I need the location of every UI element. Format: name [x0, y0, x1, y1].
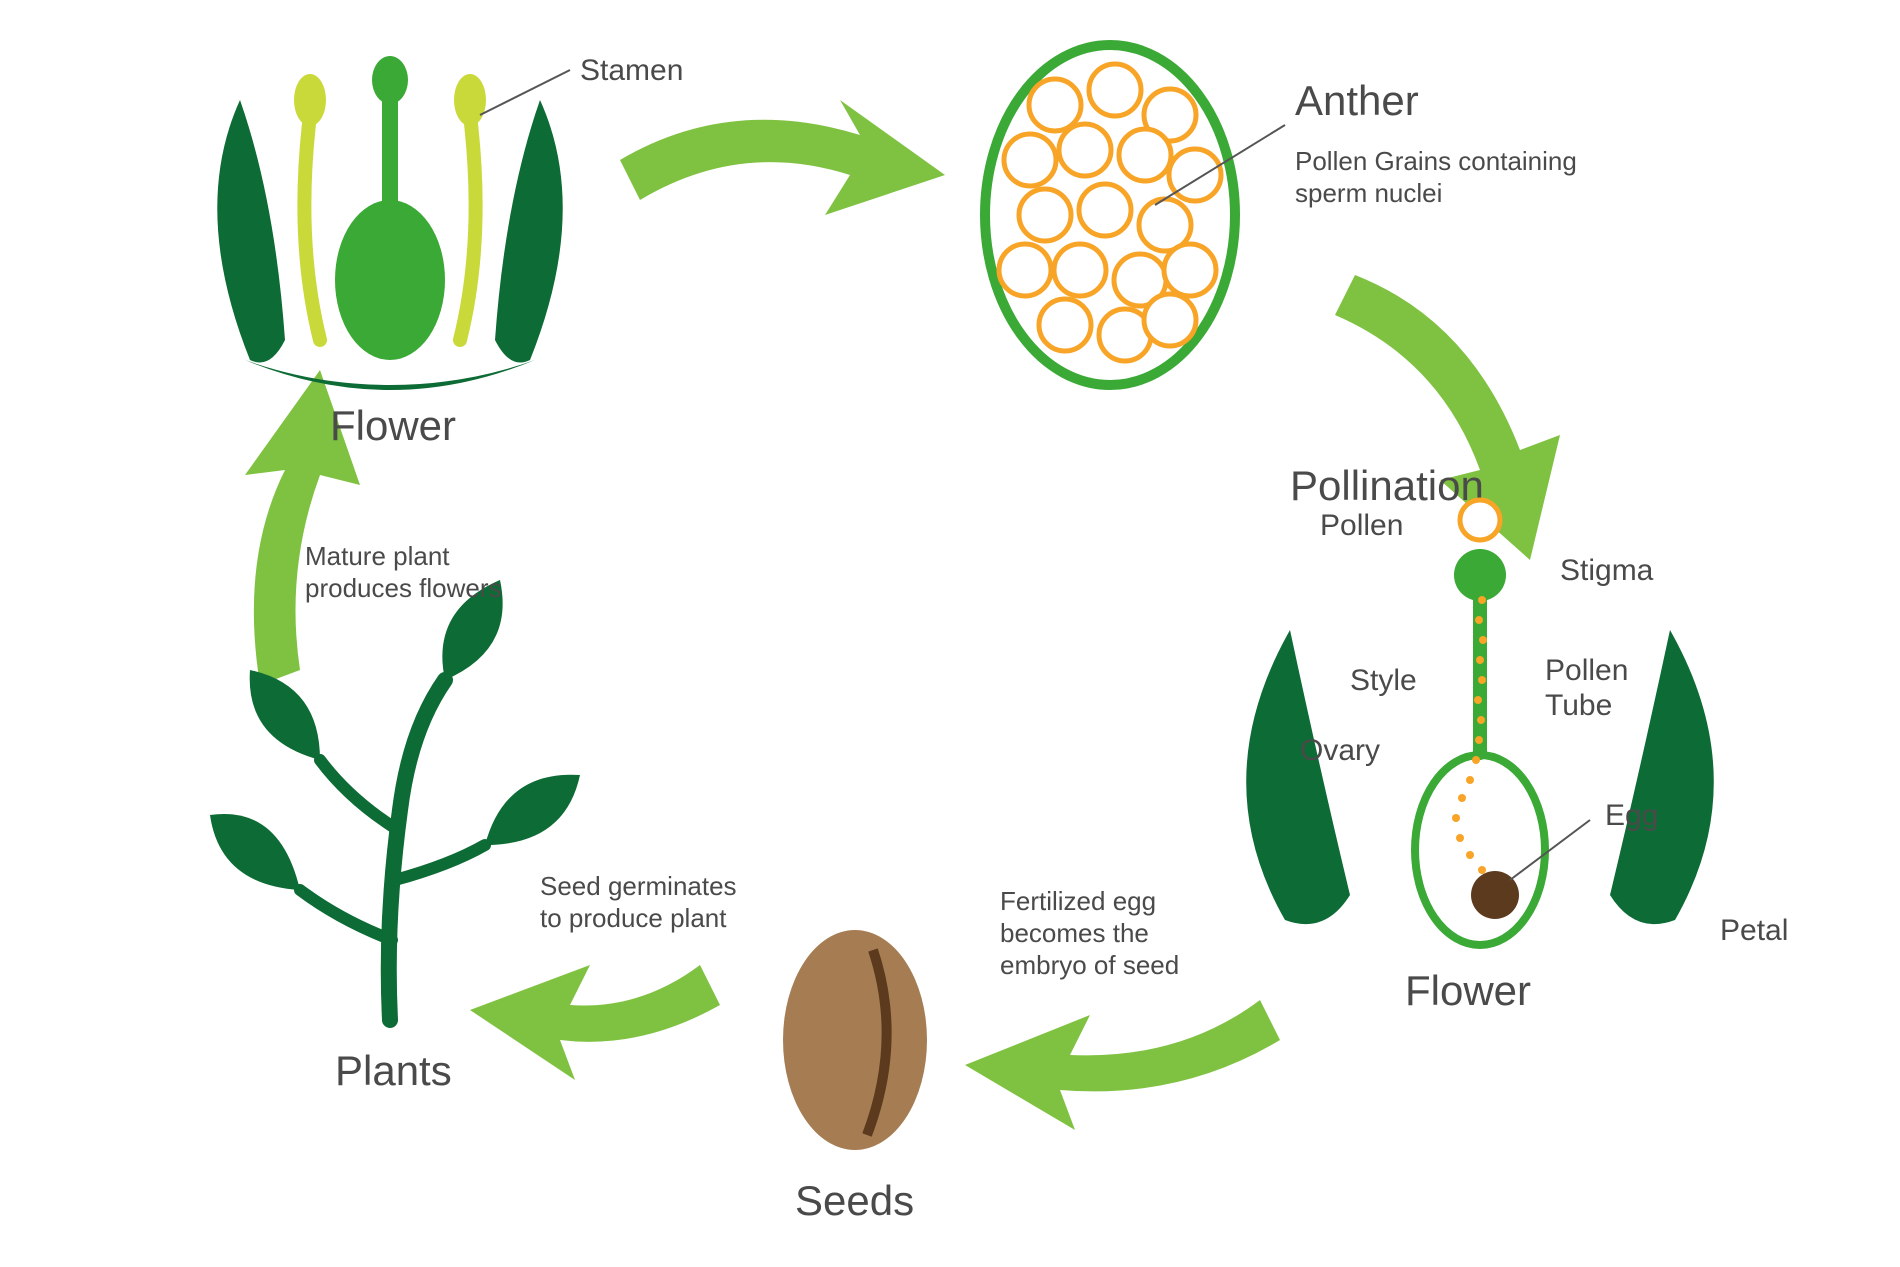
arrow-flower2-to-seeds — [965, 1000, 1280, 1130]
mature-desc-1: Mature plant — [305, 541, 450, 571]
stage-seeds — [783, 930, 927, 1150]
stage-anther — [985, 45, 1285, 385]
plants-title: Plants — [335, 1047, 452, 1094]
pollen-label: Pollen — [1320, 509, 1403, 542]
fertilized-desc-3: embryo of seed — [1000, 950, 1179, 980]
germinate-desc-2: to produce plant — [540, 903, 727, 933]
germinate-desc-1: Seed germinates — [540, 871, 737, 901]
fertilized-desc-2: becomes the — [1000, 918, 1149, 948]
stage-flower-1 — [217, 56, 570, 390]
egg-label: Egg — [1605, 799, 1658, 832]
arrow-flower-to-anther — [620, 100, 945, 215]
pollen-tube-label-1: Pollen — [1545, 654, 1628, 687]
arrow-seeds-to-plants — [470, 965, 720, 1080]
pollen-tube-label-2: Tube — [1545, 689, 1612, 722]
anther-title: Anther — [1295, 77, 1419, 124]
anther-desc-1: Pollen Grains containing — [1295, 146, 1577, 176]
flower1-title: Flower — [330, 402, 456, 449]
pollination-title: Pollination — [1290, 462, 1484, 509]
petal-label: Petal — [1720, 914, 1788, 947]
stigma-label: Stigma — [1560, 554, 1654, 587]
flower2-title: Flower — [1405, 967, 1531, 1014]
mature-desc-2: produces flowers — [305, 573, 502, 603]
style-label: Style — [1350, 664, 1417, 697]
ovary-label: Ovary — [1300, 734, 1380, 767]
fertilized-desc-1: Fertilized egg — [1000, 886, 1156, 916]
anther-desc-2: sperm nuclei — [1295, 178, 1442, 208]
stamen-label: Stamen — [580, 54, 683, 87]
seeds-title: Seeds — [795, 1177, 914, 1224]
